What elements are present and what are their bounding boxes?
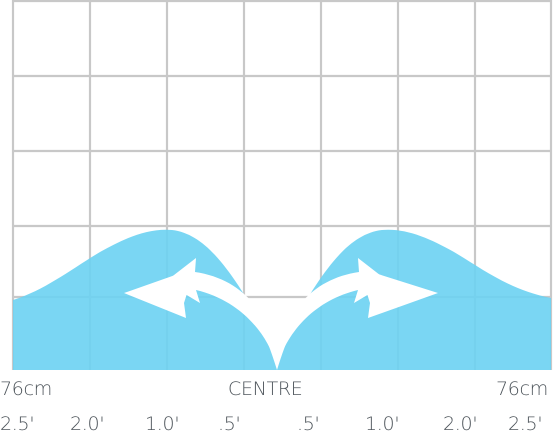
scale-label: .5' — [218, 413, 241, 435]
scale-label: .5' — [297, 413, 320, 435]
scale-label: 2.0' — [70, 413, 105, 435]
centre-label: CENTRE — [228, 378, 303, 400]
scale-label: 2.5' — [508, 413, 543, 435]
scale-label: 2.5' — [0, 413, 35, 435]
left-distance-label: 76cm — [0, 378, 52, 400]
scale-label: 2.0' — [443, 413, 478, 435]
curved-arrow-left-icon — [124, 258, 277, 366]
scale-label: 1.0' — [145, 413, 180, 435]
curved-arrow-right-icon — [277, 258, 438, 366]
right-distance-label: 76cm — [496, 378, 548, 400]
scale-label: 1.0' — [365, 413, 400, 435]
